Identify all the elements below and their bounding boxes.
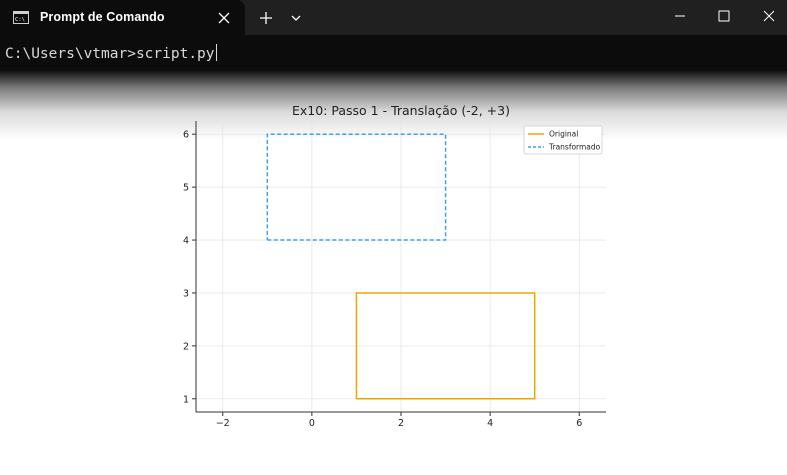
tab-prompt-de-comando[interactable]: C:\ Prompt de Comando: [0, 0, 245, 36]
series-line-transformado: [266, 133, 447, 241]
minimize-icon: [675, 15, 685, 17]
title-bar: C:\ Prompt de Comando: [0, 0, 787, 36]
y-tick-label: 4: [183, 236, 189, 247]
y-tick-label: 6: [183, 130, 189, 141]
y-tick-label: 3: [183, 288, 189, 299]
tab-title: Prompt de Comando: [40, 10, 165, 24]
close-tab-icon[interactable]: [215, 9, 233, 27]
x-tick-label: 4: [487, 418, 493, 429]
series-line-original: [355, 292, 536, 400]
prompt-text: C:\Users\vtmar>script.py: [5, 46, 215, 62]
new-tab-button[interactable]: [257, 9, 275, 27]
x-tick-label: 6: [576, 418, 582, 429]
close-icon: [763, 10, 775, 22]
x-tick-label: 2: [398, 418, 404, 429]
maximize-icon: [718, 10, 730, 22]
minimize-button[interactable]: [657, 0, 703, 32]
text-cursor: [215, 44, 217, 61]
console-output[interactable]: C:\Users\vtmar>script.py: [0, 35, 787, 70]
window-shadow: [0, 70, 787, 140]
y-tick-label: 1: [183, 394, 189, 405]
y-tick-label: 5: [183, 183, 189, 194]
legend-label: Transformado: [548, 143, 601, 152]
chevron-down-icon[interactable]: [287, 9, 305, 27]
y-tick-label: 2: [183, 341, 189, 352]
command-prompt-line: C:\Users\vtmar>script.py: [5, 44, 217, 62]
chart-title: Ex10: Passo 1 - Translação (-2, +3): [292, 103, 510, 118]
x-tick-label: 0: [309, 418, 315, 429]
terminal-icon: C:\: [13, 11, 29, 24]
x-tick-label: −2: [216, 418, 230, 429]
legend-label: Original: [549, 130, 578, 139]
close-window-button[interactable]: [746, 0, 787, 32]
svg-text:C:\: C:\: [15, 17, 25, 23]
maximize-button[interactable]: [701, 0, 747, 32]
